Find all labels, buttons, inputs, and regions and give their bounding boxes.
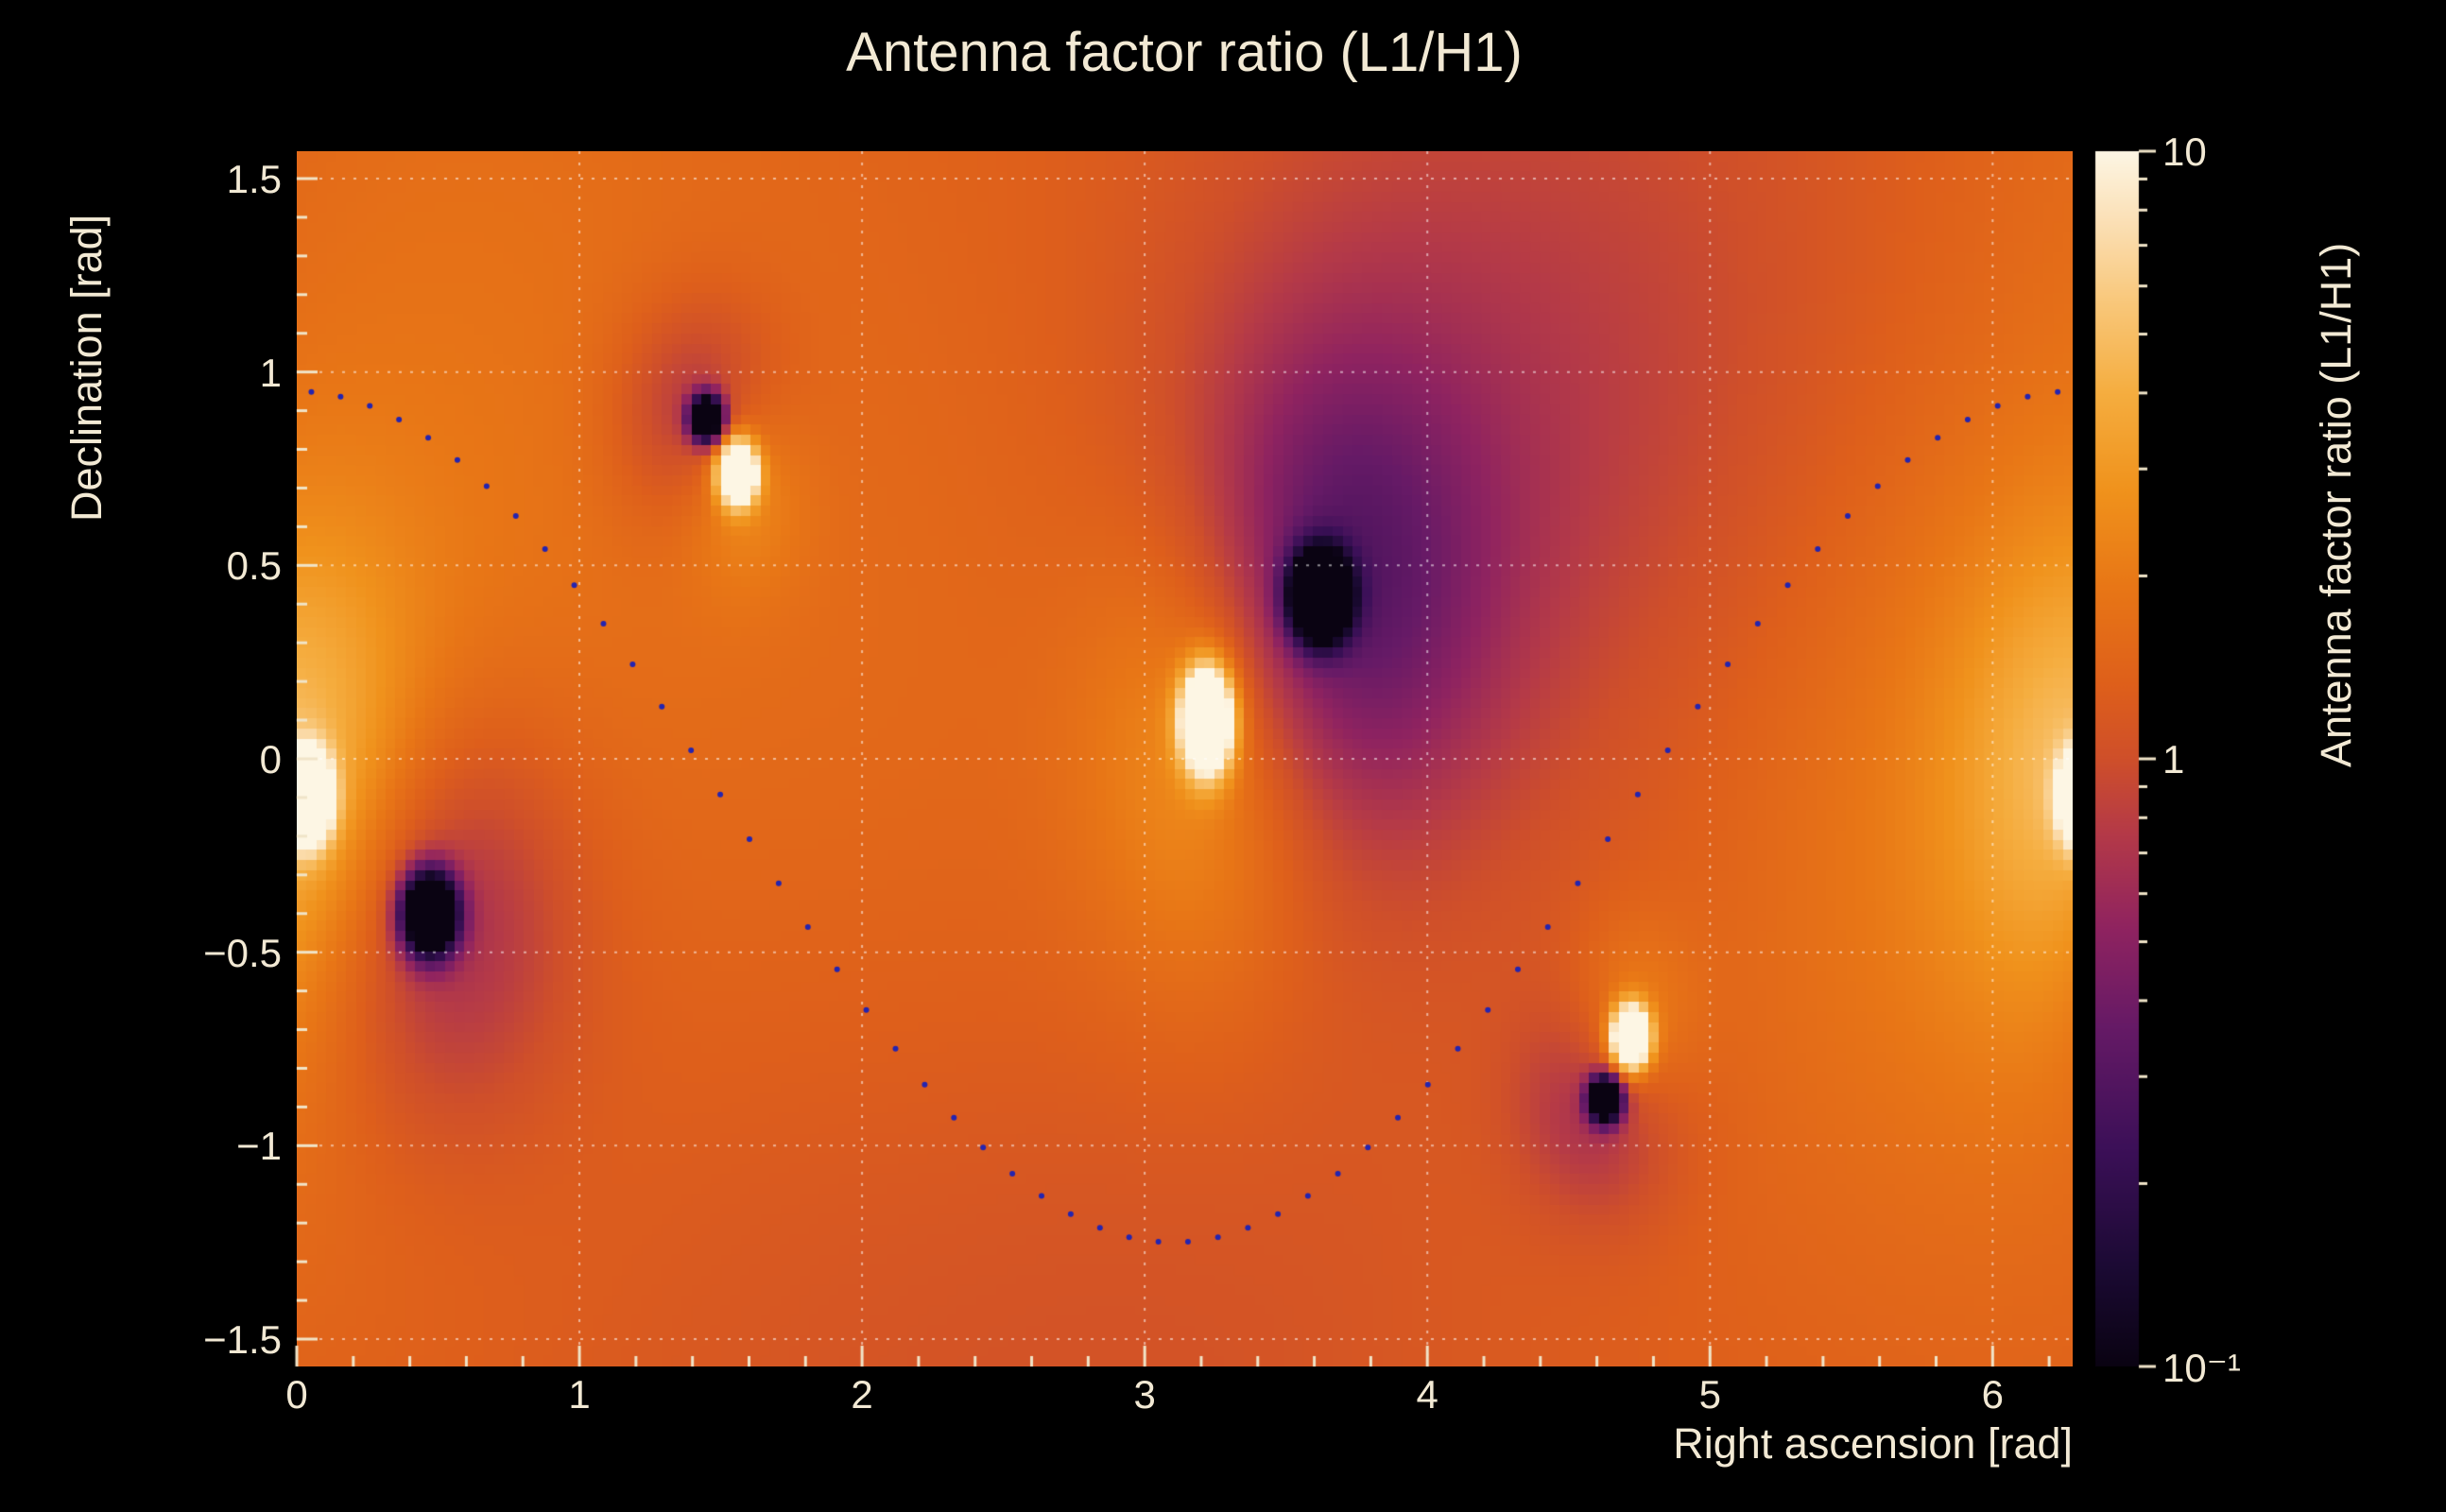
- x-axis-title: Right ascension [rad]: [1673, 1419, 2073, 1468]
- x-tick-label: 1: [568, 1372, 591, 1417]
- y-tick-label: 1: [259, 350, 282, 395]
- colorbar-tick-label: 10: [2162, 129, 2207, 174]
- colorbar-tick-label: 1: [2162, 737, 2185, 782]
- colorbar-title: Antenna factor ratio (L1/H1): [2312, 242, 2360, 767]
- x-tick-label: 4: [1416, 1372, 1438, 1417]
- x-tick-label: 2: [851, 1372, 873, 1417]
- x-tick-label: 0: [285, 1372, 308, 1417]
- y-tick-label: −1: [236, 1124, 282, 1169]
- y-tick-label: 1.5: [226, 156, 282, 201]
- x-tick-label: 5: [1698, 1372, 1721, 1417]
- y-tick-label: 0.5: [226, 543, 282, 589]
- y-tick-label: −1.5: [203, 1317, 282, 1363]
- x-tick-label: 3: [1133, 1372, 1156, 1417]
- y-axis-title: Declination [rad]: [62, 214, 111, 522]
- colorbar-tick-label: 10⁻¹: [2162, 1346, 2241, 1390]
- x-tick-label: 6: [1981, 1372, 2004, 1417]
- y-tick-label: 0: [259, 737, 282, 782]
- y-tick-label: −0.5: [203, 930, 282, 975]
